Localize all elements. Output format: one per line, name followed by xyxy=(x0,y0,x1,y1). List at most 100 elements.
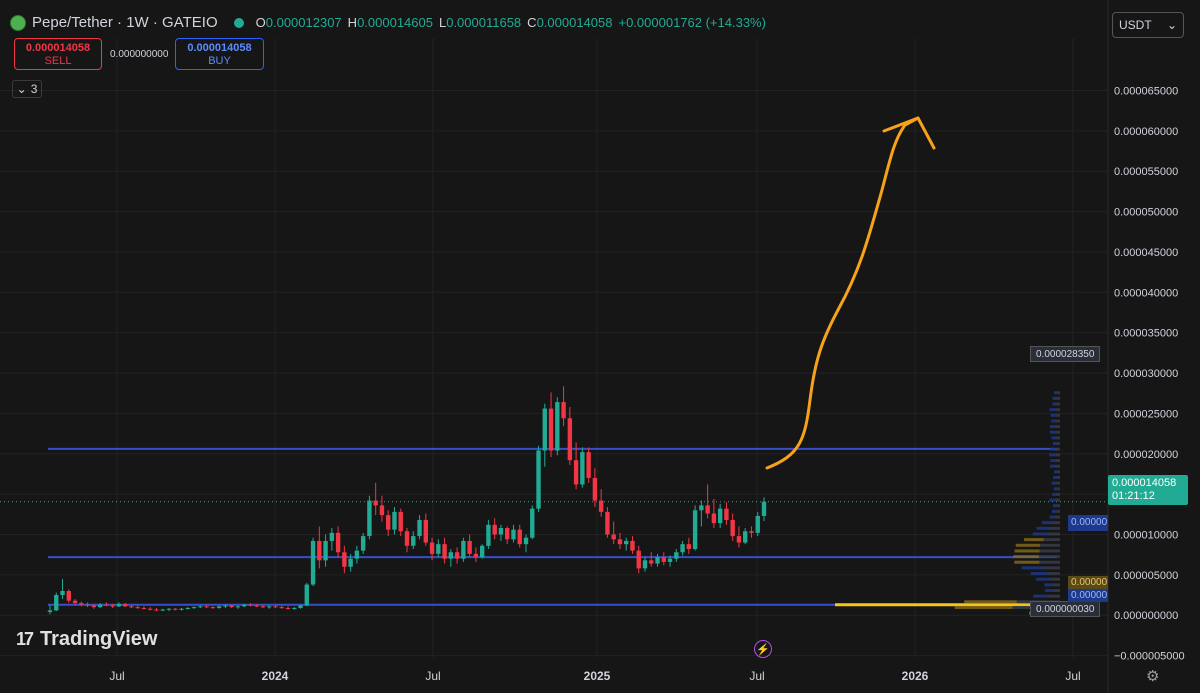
x-tick-label: Jul xyxy=(425,669,440,683)
candle-body xyxy=(630,541,634,551)
volume-profile-bar xyxy=(1044,538,1060,541)
candle-body xyxy=(104,605,108,606)
candle-body xyxy=(480,546,484,557)
volume-profile-bar xyxy=(1044,583,1053,586)
candle-body xyxy=(148,609,152,610)
x-tick-label: Jul xyxy=(109,669,124,683)
volume-profile-bar xyxy=(1053,442,1057,445)
candle-body xyxy=(405,531,409,546)
candle-body xyxy=(461,541,465,559)
volume-profile-bar xyxy=(1048,532,1060,535)
drawn-arrow-head xyxy=(884,118,934,148)
volume-profile-bar xyxy=(1036,527,1049,530)
volume-profile-bar xyxy=(1056,482,1060,485)
volume-profile-bar xyxy=(1057,470,1060,473)
volume-profile-bar xyxy=(1053,504,1057,507)
candle-body xyxy=(492,525,496,535)
sell-price: 0.000014058 xyxy=(15,42,101,55)
candle-body xyxy=(73,601,77,603)
currency-select[interactable]: USDT ⌄ xyxy=(1112,12,1184,38)
y-tick-label: 0.000045000 xyxy=(1114,247,1178,259)
candle-body xyxy=(110,606,114,607)
volume-profile-bar xyxy=(1040,544,1060,547)
high-label: H xyxy=(348,15,357,30)
candle-body xyxy=(242,605,246,607)
candle-body xyxy=(737,536,741,542)
volume-profile-bar xyxy=(1013,555,1039,558)
volume-profile-label-blue-2: 0.00000 xyxy=(1068,589,1108,602)
candle-body xyxy=(60,591,64,595)
candle-body xyxy=(85,605,89,606)
candle-body xyxy=(543,409,547,451)
buy-button[interactable]: 0.000014058 BUY xyxy=(175,38,264,70)
y-tick-label: 0.000020000 xyxy=(1114,449,1178,461)
volume-profile-bar xyxy=(1051,419,1056,422)
candle-body xyxy=(380,505,384,515)
candle-body xyxy=(674,552,678,558)
volume-profile-bar xyxy=(1050,459,1055,462)
candle-body xyxy=(323,541,327,560)
candle-body xyxy=(574,460,578,484)
volume-profile-bar xyxy=(1057,476,1060,479)
candle-body xyxy=(305,585,309,606)
sell-button[interactable]: 0.000014058 SELL xyxy=(14,38,102,70)
chevron-down-icon: ⌄ xyxy=(17,82,27,96)
tradingview-logo[interactable]: 17 TradingView xyxy=(16,628,157,651)
candle-body xyxy=(54,595,58,610)
indicators-toggle[interactable]: ⌄ 3 xyxy=(12,80,42,98)
candle-body xyxy=(536,451,540,509)
volume-profile-bar xyxy=(1052,403,1056,406)
candle-body xyxy=(411,536,415,546)
candle-body xyxy=(161,610,165,611)
pepe-logo-icon xyxy=(10,15,26,31)
volume-profile-bar xyxy=(1047,572,1060,575)
volume-profile-bar xyxy=(1036,578,1049,581)
candle-body xyxy=(712,513,716,523)
bar-countdown: 01:21:12 xyxy=(1112,490,1184,503)
candle-body xyxy=(348,559,352,567)
change-value: +0.000001762 (+14.33%) xyxy=(618,15,765,30)
candle-body xyxy=(135,607,139,608)
symbol-header: Pepe/Tether · 1W · GATEIO O0.000012307 H… xyxy=(10,14,766,31)
time-axis: Jul 2024 Jul 2025 Jul 2026 Jul xyxy=(109,669,1080,683)
volume-profile-bar xyxy=(1040,549,1060,552)
sell-label: SELL xyxy=(15,55,101,68)
candle-body xyxy=(67,591,71,601)
candle-body xyxy=(367,501,371,537)
symbol-title[interactable]: Pepe/Tether · 1W · GATEIO xyxy=(32,14,218,31)
candle-body xyxy=(192,607,196,608)
horizontal-levels-layer xyxy=(0,449,1108,605)
volume-profile-bar xyxy=(1016,544,1040,547)
volume-profile-bar xyxy=(1052,510,1056,513)
candle-body xyxy=(342,552,346,567)
buy-label: BUY xyxy=(176,55,263,68)
candle-body xyxy=(555,402,559,450)
buy-price: 0.000014058 xyxy=(176,42,263,55)
x-tick-label: 2025 xyxy=(584,669,611,683)
y-tick-label: 0.000005000 xyxy=(1114,570,1178,582)
volume-profile-bar xyxy=(1015,549,1040,552)
y-tick-label: 0.000050000 xyxy=(1114,207,1178,219)
candle-body xyxy=(129,606,133,607)
y-tick-label: 0.000055000 xyxy=(1114,166,1178,178)
volume-profile-bar xyxy=(1049,408,1055,411)
candle-body xyxy=(48,610,52,612)
volume-profile-bar xyxy=(1024,538,1044,541)
candle-body xyxy=(518,530,522,545)
volume-profile-bar xyxy=(1057,504,1060,507)
volume-profile-bar xyxy=(1055,499,1060,502)
last-price-value: 0.000014058 xyxy=(1112,477,1184,490)
volume-profile-bar xyxy=(1053,583,1060,586)
candle-body xyxy=(267,606,271,607)
lightning-icon[interactable]: ⚡ xyxy=(754,640,772,658)
gear-icon[interactable]: ⚙ xyxy=(1146,667,1159,685)
volume-profile-bar xyxy=(1057,391,1060,394)
volume-profile-bar xyxy=(1033,595,1048,598)
volume-profile-bar xyxy=(964,600,1017,603)
volume-profile-bar xyxy=(1057,493,1060,496)
candle-body xyxy=(417,520,421,536)
volume-profile-bar xyxy=(1052,493,1056,496)
candle-body xyxy=(699,505,703,510)
candle-body xyxy=(204,606,208,607)
